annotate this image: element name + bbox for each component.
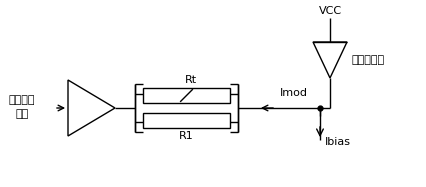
- Text: Imod: Imod: [279, 88, 307, 98]
- Text: 信号: 信号: [15, 109, 29, 119]
- Text: VCC: VCC: [318, 6, 341, 16]
- Text: Rt: Rt: [184, 75, 196, 85]
- Bar: [143, 113, 230, 128]
- Text: 激光二极管: 激光二极管: [351, 55, 384, 65]
- Text: Ibias: Ibias: [324, 137, 350, 147]
- Text: R1: R1: [178, 131, 193, 141]
- Bar: [143, 88, 230, 103]
- Text: 发端输入: 发端输入: [9, 95, 35, 105]
